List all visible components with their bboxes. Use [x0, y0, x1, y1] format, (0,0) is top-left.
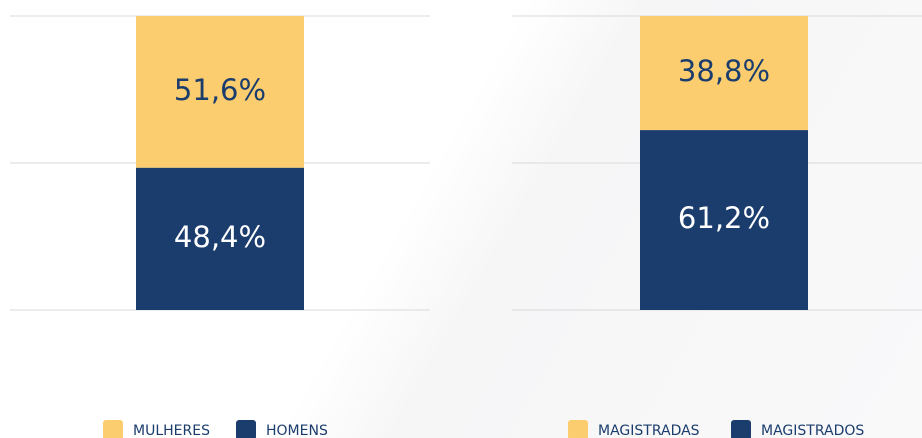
bar-segment [136, 16, 304, 168]
legend-label: HOMENS [266, 423, 328, 438]
legend-swatch [568, 420, 588, 438]
data-label: 61,2% [678, 201, 770, 235]
bar-segment [640, 130, 808, 310]
bar-segment [136, 167, 304, 310]
data-label: 38,8% [678, 54, 770, 88]
legend-label: MAGISTRADOS [761, 423, 864, 438]
legend-swatch [103, 420, 123, 438]
data-label: 51,6% [174, 73, 266, 107]
data-label: 48,4% [174, 220, 266, 254]
legend-label: MAGISTRADAS [598, 423, 700, 438]
legend-swatch [236, 420, 256, 438]
legend-label: MULHERES [133, 423, 210, 438]
bar-segment [640, 16, 808, 131]
legend-swatch [731, 420, 751, 438]
